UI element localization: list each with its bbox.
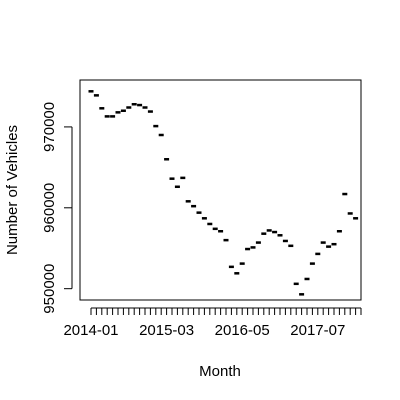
data-point <box>164 158 170 161</box>
y-axis: 950000 960000 970000 <box>41 102 73 314</box>
data-point <box>309 262 315 265</box>
data-point <box>245 247 251 251</box>
data-point <box>153 124 159 128</box>
data-point <box>137 103 143 107</box>
data-point <box>191 204 197 208</box>
data-point <box>218 230 224 233</box>
data-point <box>185 200 191 203</box>
data-point <box>131 103 137 106</box>
y-tick-label: 970000 <box>41 102 58 152</box>
data-point <box>272 230 278 234</box>
data-point <box>234 272 240 275</box>
data-point <box>293 282 299 286</box>
data-point <box>239 262 245 265</box>
data-point <box>104 115 110 118</box>
y-tick-label: 950000 <box>41 264 58 314</box>
data-point <box>347 212 353 215</box>
data-point <box>88 90 94 93</box>
data-point <box>288 244 294 248</box>
data-point <box>212 227 218 231</box>
data-point <box>201 217 207 220</box>
x-tick-label: 2014-01 <box>63 322 118 339</box>
x-axis: 2014-01 2015-03 2016-05 2017-07 <box>63 307 362 339</box>
data-point <box>228 265 234 269</box>
data-point <box>110 115 116 118</box>
y-tick-label: 960000 <box>41 183 58 233</box>
x-tick-label: 2015-03 <box>139 322 194 339</box>
data-point <box>261 232 267 235</box>
data-point <box>320 241 326 244</box>
data-point <box>180 176 186 180</box>
plot-area-box <box>79 79 362 301</box>
data-points <box>88 90 359 296</box>
data-point <box>93 94 99 97</box>
data-point <box>196 211 202 214</box>
x-tick-label: 2017-07 <box>290 322 345 339</box>
data-point <box>282 239 288 243</box>
data-point <box>331 242 337 246</box>
data-point <box>250 246 256 249</box>
data-point <box>207 222 213 226</box>
data-point <box>142 106 148 109</box>
data-point <box>120 109 126 112</box>
data-point <box>353 217 359 220</box>
data-point <box>342 192 348 196</box>
data-point <box>255 241 261 244</box>
y-axis-title: Number of Vehicles <box>4 125 21 255</box>
data-point <box>299 293 305 296</box>
data-point <box>223 238 229 242</box>
data-point <box>126 106 132 109</box>
data-point <box>115 111 121 114</box>
data-point <box>304 277 310 281</box>
x-tick-label: 2016-05 <box>215 322 270 339</box>
data-point <box>147 110 153 113</box>
data-point <box>99 107 105 110</box>
data-point <box>315 252 321 256</box>
x-axis-title: Month <box>199 363 241 380</box>
data-point <box>277 234 283 237</box>
data-point <box>326 245 332 248</box>
data-point <box>174 185 180 189</box>
data-point <box>266 229 272 232</box>
data-point <box>158 133 164 137</box>
data-point <box>336 230 342 233</box>
data-point <box>169 177 175 180</box>
